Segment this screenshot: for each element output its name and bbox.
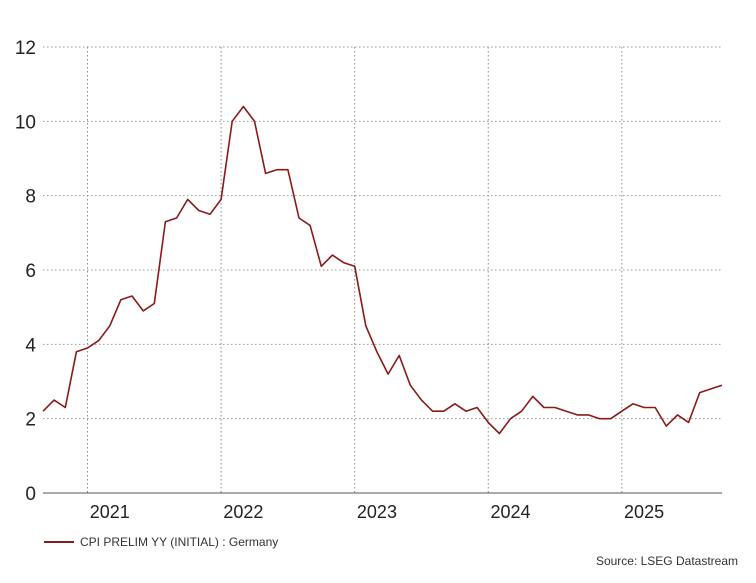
y-tick-label: 8 xyxy=(25,187,36,208)
y-tick-label: 6 xyxy=(25,261,36,282)
grid-lines xyxy=(43,46,722,493)
x-tick-label: 2025 xyxy=(624,502,664,522)
x-tick-label: 2023 xyxy=(357,502,397,522)
y-tick-label: 0 xyxy=(25,484,36,505)
legend-entry-label: CPI PRELIM YY (INITIAL) : Germany xyxy=(80,535,278,549)
y-tick-label: 12 xyxy=(15,38,36,59)
series-line xyxy=(42,105,723,435)
source-note: Source: LSEG Datastream xyxy=(596,554,738,568)
x-tick-label: 2024 xyxy=(490,502,530,522)
x-tick-label: 2022 xyxy=(223,502,263,522)
legend: CPI PRELIM YY (INITIAL) : Germany xyxy=(44,535,278,549)
y-tick-label: 2 xyxy=(25,410,36,431)
y-axis-tick-labels: 0 2 4 6 8 10 12 xyxy=(15,38,37,505)
series-lines xyxy=(42,105,723,435)
x-axis-tick-labels: 2021 2022 2023 2024 2025 xyxy=(90,502,664,522)
x-tick-label: 2021 xyxy=(90,502,130,522)
y-tick-label: 4 xyxy=(25,335,36,356)
y-tick-label: 10 xyxy=(15,112,36,133)
